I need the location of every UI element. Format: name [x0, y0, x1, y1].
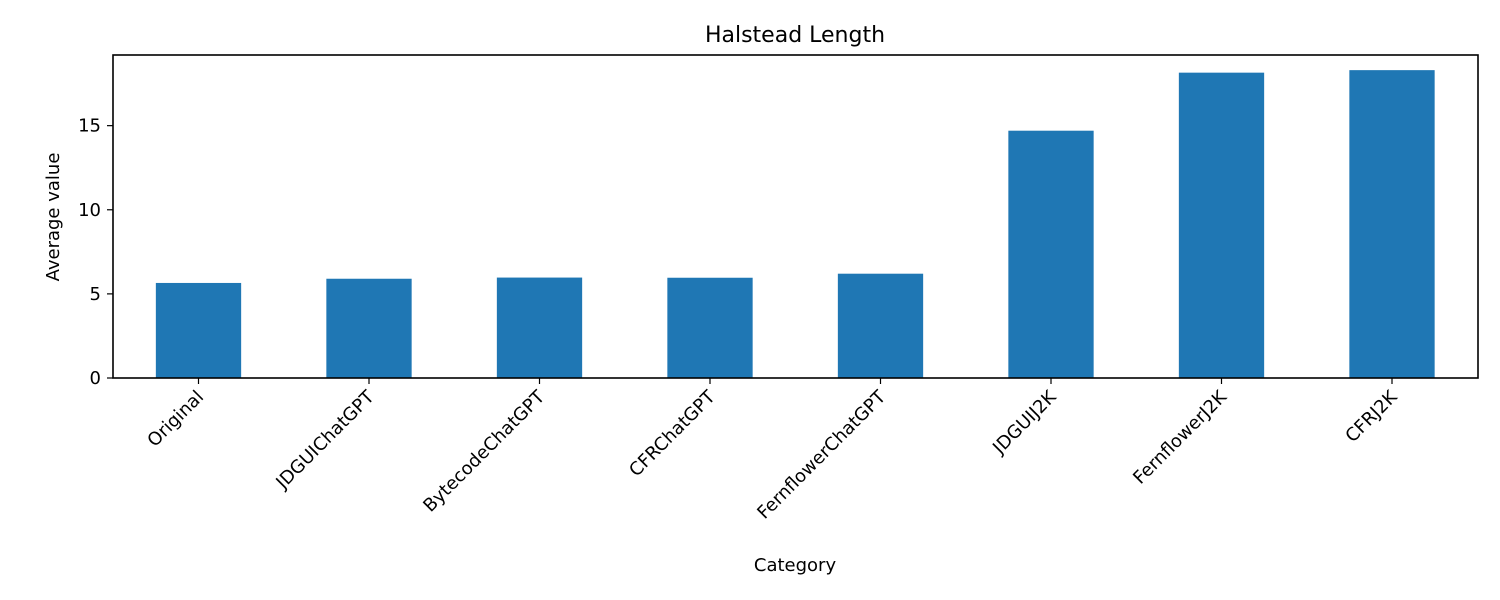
bar-FernflowerJ2K: [1178, 72, 1265, 378]
bar-Original: [155, 282, 242, 378]
x-tick-label: CFRChatGPT: [625, 386, 720, 481]
bar-CFRChatGPT: [667, 277, 753, 378]
x-tick-label: Original: [143, 387, 208, 452]
bars-group: [155, 70, 1435, 378]
x-axis-label: Category: [754, 555, 837, 576]
x-tick-label: BytecodeChatGPT: [419, 386, 549, 516]
x-tick-label: FernflowerChatGPT: [753, 386, 890, 523]
bar-CFRJ2K: [1349, 70, 1435, 378]
y-tick-label: 5: [90, 284, 101, 305]
bar-FernflowerChatGPT: [837, 273, 924, 378]
y-axis-label: Average value: [43, 153, 64, 282]
x-tick-label: JDGUIJ2K: [988, 386, 1061, 459]
x-tick-label: FernflowerJ2K: [1129, 386, 1232, 489]
plot-frame: [112, 54, 1479, 379]
bar-JDGUIJ2K: [1008, 130, 1094, 378]
bar-BytecodeChatGPT: [496, 277, 583, 378]
y-tick-label: 15: [78, 116, 101, 137]
y-tick-label: 0: [90, 368, 101, 389]
bar-JDGUIChatGPT: [326, 278, 412, 378]
chart-title: Halstead Length: [705, 23, 885, 48]
y-axis: 0 5 10 15: [78, 116, 113, 389]
x-tick-label: CFRJ2K: [1341, 386, 1402, 447]
x-axis: Original JDGUIChatGPT BytecodeChatGPT CFRCh…: [143, 378, 1402, 523]
y-tick-label: 10: [78, 200, 101, 221]
x-tick-label: JDGUIChatGPT: [271, 386, 379, 494]
